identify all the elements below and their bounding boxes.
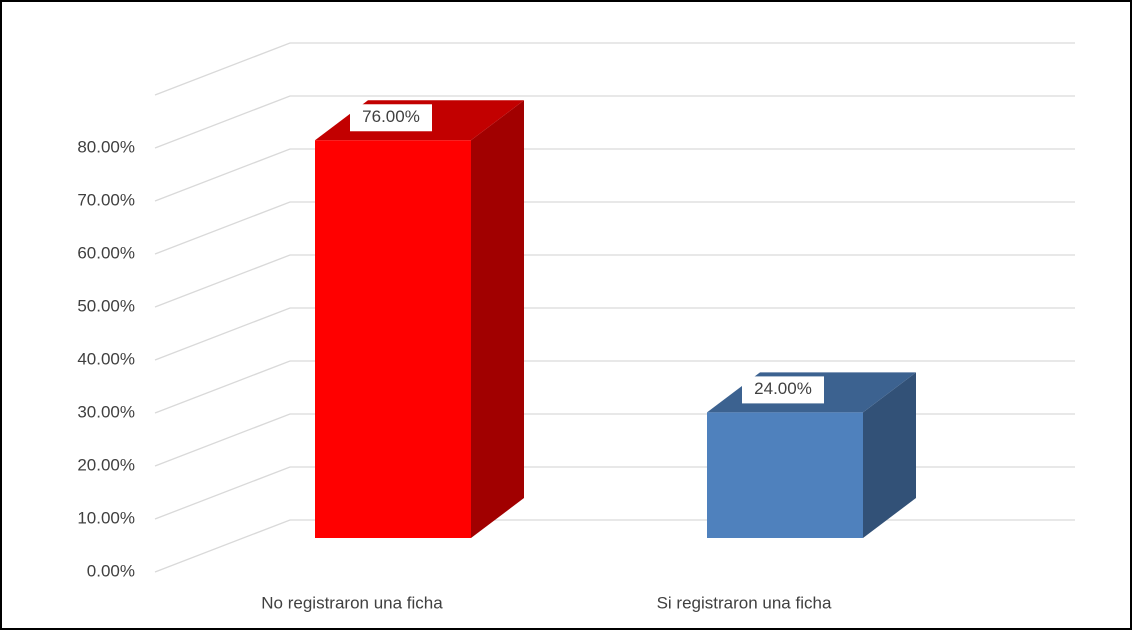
grid-line (154, 95, 1075, 149)
grid-line (154, 148, 1075, 202)
grid-line (154, 201, 1075, 255)
bar-side (471, 100, 524, 539)
value-label-box (742, 376, 824, 404)
y-tick-label: 20.00% (77, 455, 135, 474)
y-tick-label: 40.00% (77, 349, 135, 368)
y-tick-label: 50.00% (77, 296, 135, 315)
y-tick-label: 70.00% (77, 190, 135, 209)
bar (707, 412, 863, 538)
grid-line (154, 254, 1075, 308)
y-tick-label: 80.00% (77, 137, 135, 156)
y-tick-label: 10.00% (77, 508, 135, 527)
grid-line (154, 42, 1075, 96)
value-label-box (350, 104, 432, 132)
value-label: 76.00% (362, 107, 420, 126)
value-label: 24.00% (754, 379, 812, 398)
x-tick-label: Si registraron una ficha (657, 593, 832, 612)
x-tick-label: No registraron una ficha (261, 593, 443, 612)
grid-line (154, 307, 1075, 361)
y-tick-label: 60.00% (77, 243, 135, 262)
y-tick-label: 0.00% (87, 561, 135, 580)
bar (315, 140, 471, 538)
y-tick-label: 30.00% (77, 402, 135, 421)
grid-line (154, 360, 1075, 414)
bar-side (863, 372, 916, 538)
